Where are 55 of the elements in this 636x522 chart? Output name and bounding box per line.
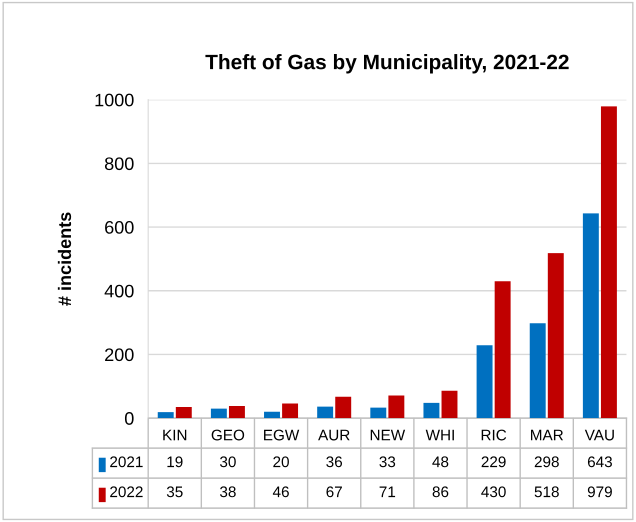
y-tick-label: 400 <box>104 284 134 298</box>
data-label: 643 <box>588 456 612 468</box>
data-label: 35 <box>166 486 183 498</box>
bar <box>370 408 386 418</box>
data-label: 19 <box>167 456 183 468</box>
y-tick-label: 800 <box>104 157 134 170</box>
bar <box>494 281 511 418</box>
data-label: 30 <box>220 456 236 468</box>
bar <box>548 253 564 418</box>
legend-label: 2021 <box>110 456 143 468</box>
data-label: 36 <box>326 456 342 468</box>
x-tick-label: AUR <box>318 430 350 440</box>
y-tick-label: 200 <box>105 348 134 362</box>
x-tick-label: EGW <box>264 430 300 440</box>
x-tick-label: NEW <box>370 430 406 440</box>
data-label: 979 <box>588 486 612 498</box>
x-tick-label: GEO <box>212 430 244 440</box>
chart-title: Theft of Gas by Municipality, 2021-22 <box>205 54 569 74</box>
bar <box>210 408 227 418</box>
data-label: 67 <box>326 486 342 498</box>
y-tick-label: 1000 <box>96 94 134 106</box>
x-tick-label: VAU <box>584 430 614 440</box>
bar <box>264 412 280 418</box>
bar <box>582 213 599 418</box>
data-label: 38 <box>220 486 236 498</box>
data-label: 71 <box>380 486 396 498</box>
bar <box>423 402 440 418</box>
bar <box>388 396 404 418</box>
bar <box>176 406 192 418</box>
data-label: 20 <box>273 456 289 468</box>
y-axis-title: # incidents <box>58 212 72 306</box>
bar <box>335 396 352 418</box>
bar <box>530 323 546 418</box>
bar <box>228 406 245 418</box>
x-tick-label: WHI <box>426 430 454 440</box>
data-label: 518 <box>534 486 559 498</box>
data-label: 46 <box>272 486 289 498</box>
data-label: 48 <box>432 456 448 468</box>
x-tick-label: RIC <box>482 430 506 440</box>
data-label: 430 <box>481 486 506 498</box>
x-tick-label: MAR <box>531 430 564 440</box>
data-label: 229 <box>482 456 506 468</box>
x-tick-label: KIN <box>163 430 186 440</box>
data-label: 298 <box>534 456 559 468</box>
bar <box>600 106 617 418</box>
bar <box>442 390 458 418</box>
y-tick-label: 0 <box>124 412 134 425</box>
bar <box>476 345 493 418</box>
bar <box>282 403 298 418</box>
legend-label: 2022 <box>110 486 143 498</box>
bar <box>158 412 174 418</box>
data-label: 86 <box>432 486 448 498</box>
data-label: 33 <box>379 456 396 468</box>
bar <box>317 406 334 418</box>
y-tick-label: 600 <box>105 221 134 234</box>
